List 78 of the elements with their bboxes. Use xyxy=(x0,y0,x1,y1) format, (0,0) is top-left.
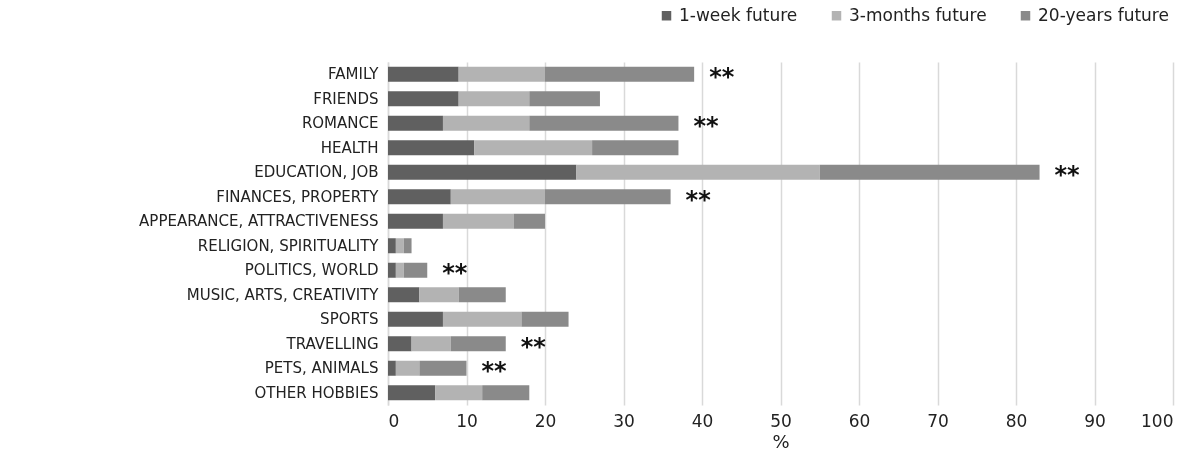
y-tick-label: RELIGION, SPIRITUALITY xyxy=(197,236,380,255)
bar xyxy=(450,336,506,352)
bar xyxy=(521,311,569,327)
bar xyxy=(388,140,475,156)
bar xyxy=(403,238,412,254)
bar xyxy=(529,115,679,131)
bar xyxy=(388,213,443,229)
bar xyxy=(388,238,396,254)
bar xyxy=(388,189,451,205)
annotation: ** xyxy=(693,112,719,141)
y-tick-label: MUSIC, ARTS, CREATIVITY xyxy=(186,285,380,304)
annotation: ** xyxy=(481,357,508,386)
x-tick-label: 100 xyxy=(1141,410,1174,431)
bar xyxy=(395,360,420,376)
y-tick-label: OTHER HOBBIES xyxy=(254,383,379,402)
bar xyxy=(442,213,514,229)
bar xyxy=(458,287,506,303)
y-tick-label: APPEARANCE, ATTRACTIVENESS xyxy=(139,212,379,231)
x-tick-label: 70 xyxy=(927,410,949,431)
annotation: ** xyxy=(1054,161,1081,190)
bar xyxy=(458,91,530,107)
bar xyxy=(419,287,459,303)
bar xyxy=(395,238,404,254)
legend-label: 3-months future xyxy=(849,4,987,25)
y-tick-label: FAMILY xyxy=(328,65,380,84)
x-tick-label: 30 xyxy=(613,410,635,431)
y-tick-label: ROMANCE xyxy=(301,114,379,133)
bar xyxy=(388,360,396,376)
annotation: ** xyxy=(442,259,468,288)
bar xyxy=(513,213,545,229)
x-tick-label: 40 xyxy=(691,410,714,431)
bar xyxy=(395,262,404,278)
bar xyxy=(388,66,459,82)
y-tick-label: FINANCES, PROPERTY xyxy=(216,187,380,206)
bar xyxy=(388,287,420,303)
bar xyxy=(419,360,467,376)
bar xyxy=(403,262,428,278)
bar xyxy=(388,91,459,107)
x-tick-label: 90 xyxy=(1084,410,1106,431)
x-tick-label: 80 xyxy=(1005,410,1028,431)
x-tick-label: 10 xyxy=(456,410,478,431)
bar xyxy=(388,262,396,278)
y-tick-label: EDUCATION, JOB xyxy=(254,163,379,182)
bar xyxy=(458,66,545,82)
x-axis-title: % xyxy=(772,430,790,452)
legend-label: 20-years future xyxy=(1038,4,1169,25)
bar xyxy=(592,140,679,156)
x-tick-label: 0 xyxy=(388,410,400,431)
annotation: ** xyxy=(685,185,712,214)
bar xyxy=(388,164,577,180)
y-tick-label: HEALTH xyxy=(320,138,379,157)
y-tick-label: PETS, ANIMALS xyxy=(264,359,379,378)
bar xyxy=(819,164,1040,180)
bar xyxy=(388,311,443,327)
annotation: ** xyxy=(520,332,547,361)
bar xyxy=(474,140,593,156)
bar xyxy=(442,115,530,131)
y-tick-label: FRIENDS xyxy=(313,89,379,108)
bar xyxy=(388,115,443,131)
bar xyxy=(388,385,436,401)
bar xyxy=(442,311,522,327)
annotation: ** xyxy=(709,63,735,92)
y-tick-label: SPORTS xyxy=(320,310,379,329)
bar xyxy=(411,336,451,352)
legend-label: 1-week future xyxy=(679,4,798,25)
y-tick-label: TRAVELLING xyxy=(285,334,379,353)
bar xyxy=(529,91,600,107)
x-tick-label: 20 xyxy=(534,410,557,431)
x-tick-label: 60 xyxy=(848,410,871,431)
bar xyxy=(450,189,545,205)
bar xyxy=(545,189,671,205)
bar xyxy=(576,164,820,180)
x-tick-label: 50 xyxy=(770,410,792,431)
bar xyxy=(388,336,412,352)
bar xyxy=(435,385,483,401)
bar xyxy=(545,66,695,82)
y-tick-label: POLITICS, WORLD xyxy=(244,261,379,280)
bar xyxy=(482,385,530,401)
